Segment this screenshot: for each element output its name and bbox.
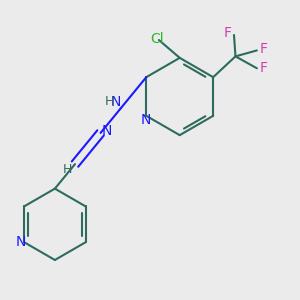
- Text: N: N: [110, 95, 121, 109]
- Text: N: N: [141, 113, 152, 127]
- Text: F: F: [224, 26, 232, 40]
- Text: N: N: [15, 235, 26, 249]
- Text: F: F: [260, 61, 267, 75]
- Text: F: F: [260, 42, 267, 56]
- Text: Cl: Cl: [151, 32, 164, 46]
- Text: H: H: [105, 95, 114, 108]
- Text: H: H: [63, 163, 72, 176]
- Text: N: N: [102, 124, 112, 137]
